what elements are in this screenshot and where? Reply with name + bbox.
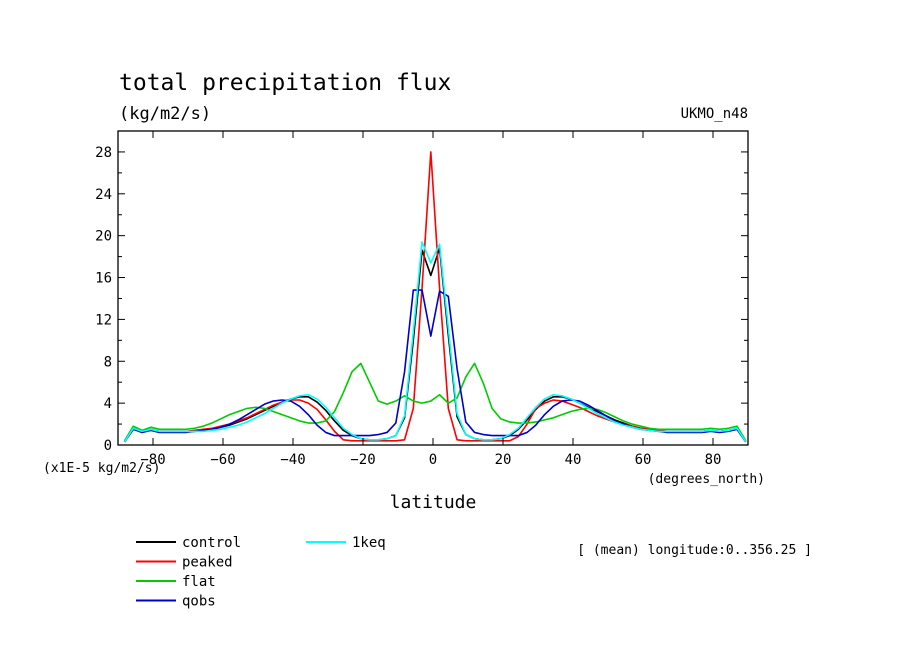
x-tick-label: 80 bbox=[705, 452, 722, 468]
x-tick-label: −20 bbox=[350, 452, 375, 468]
y-tick-label: 28 bbox=[95, 145, 112, 161]
legend-label-qobs: qobs bbox=[182, 594, 216, 610]
series-line-control bbox=[123, 247, 747, 443]
series-line-1keq bbox=[123, 241, 747, 443]
legend-label-flat: flat bbox=[182, 574, 216, 590]
scale-note: (x1E-5 kg/m2/s) bbox=[43, 461, 160, 476]
model-label: UKMO_n48 bbox=[681, 106, 748, 122]
y-tick-label: 8 bbox=[104, 354, 112, 370]
chart-title: total precipitation flux bbox=[119, 70, 451, 96]
y-tick-label: 0 bbox=[104, 438, 112, 454]
x-axis-label: latitude bbox=[390, 492, 477, 513]
y-tick-label: 12 bbox=[95, 312, 112, 328]
y-tick-label: 20 bbox=[95, 229, 112, 245]
legend-label-control: control bbox=[182, 535, 241, 551]
legend-label-peaked: peaked bbox=[182, 555, 233, 571]
series-line-flat bbox=[123, 362, 747, 442]
x-tick-label: −40 bbox=[280, 452, 305, 468]
x-tick-label: 40 bbox=[565, 452, 582, 468]
x-tick-label: 60 bbox=[635, 452, 652, 468]
x-units: (degrees_north) bbox=[648, 472, 765, 487]
longitude-annotation: [ (mean) longitude:0..356.25 ] bbox=[577, 543, 812, 558]
legend-label-1keq: 1keq bbox=[352, 535, 386, 551]
legend: control peaked flat qobs 1keq bbox=[136, 535, 386, 610]
y-tick-label: 24 bbox=[95, 187, 112, 203]
x-tick-label: −60 bbox=[210, 452, 235, 468]
x-tick-label: 20 bbox=[495, 452, 512, 468]
x-tick-label: 0 bbox=[429, 452, 437, 468]
plot-lines bbox=[123, 151, 747, 443]
y-tick-label: 16 bbox=[95, 271, 112, 287]
chart-units: (kg/m2/s) bbox=[119, 104, 211, 124]
x-tick-label: −80 bbox=[140, 452, 165, 468]
axis-ticks: −80 −60 −40 −20 0 20 40 60 80 0 4 8 12 16 20 24 28 bbox=[95, 131, 748, 468]
series-line-qobs bbox=[123, 289, 747, 443]
y-tick-label: 4 bbox=[104, 396, 112, 412]
